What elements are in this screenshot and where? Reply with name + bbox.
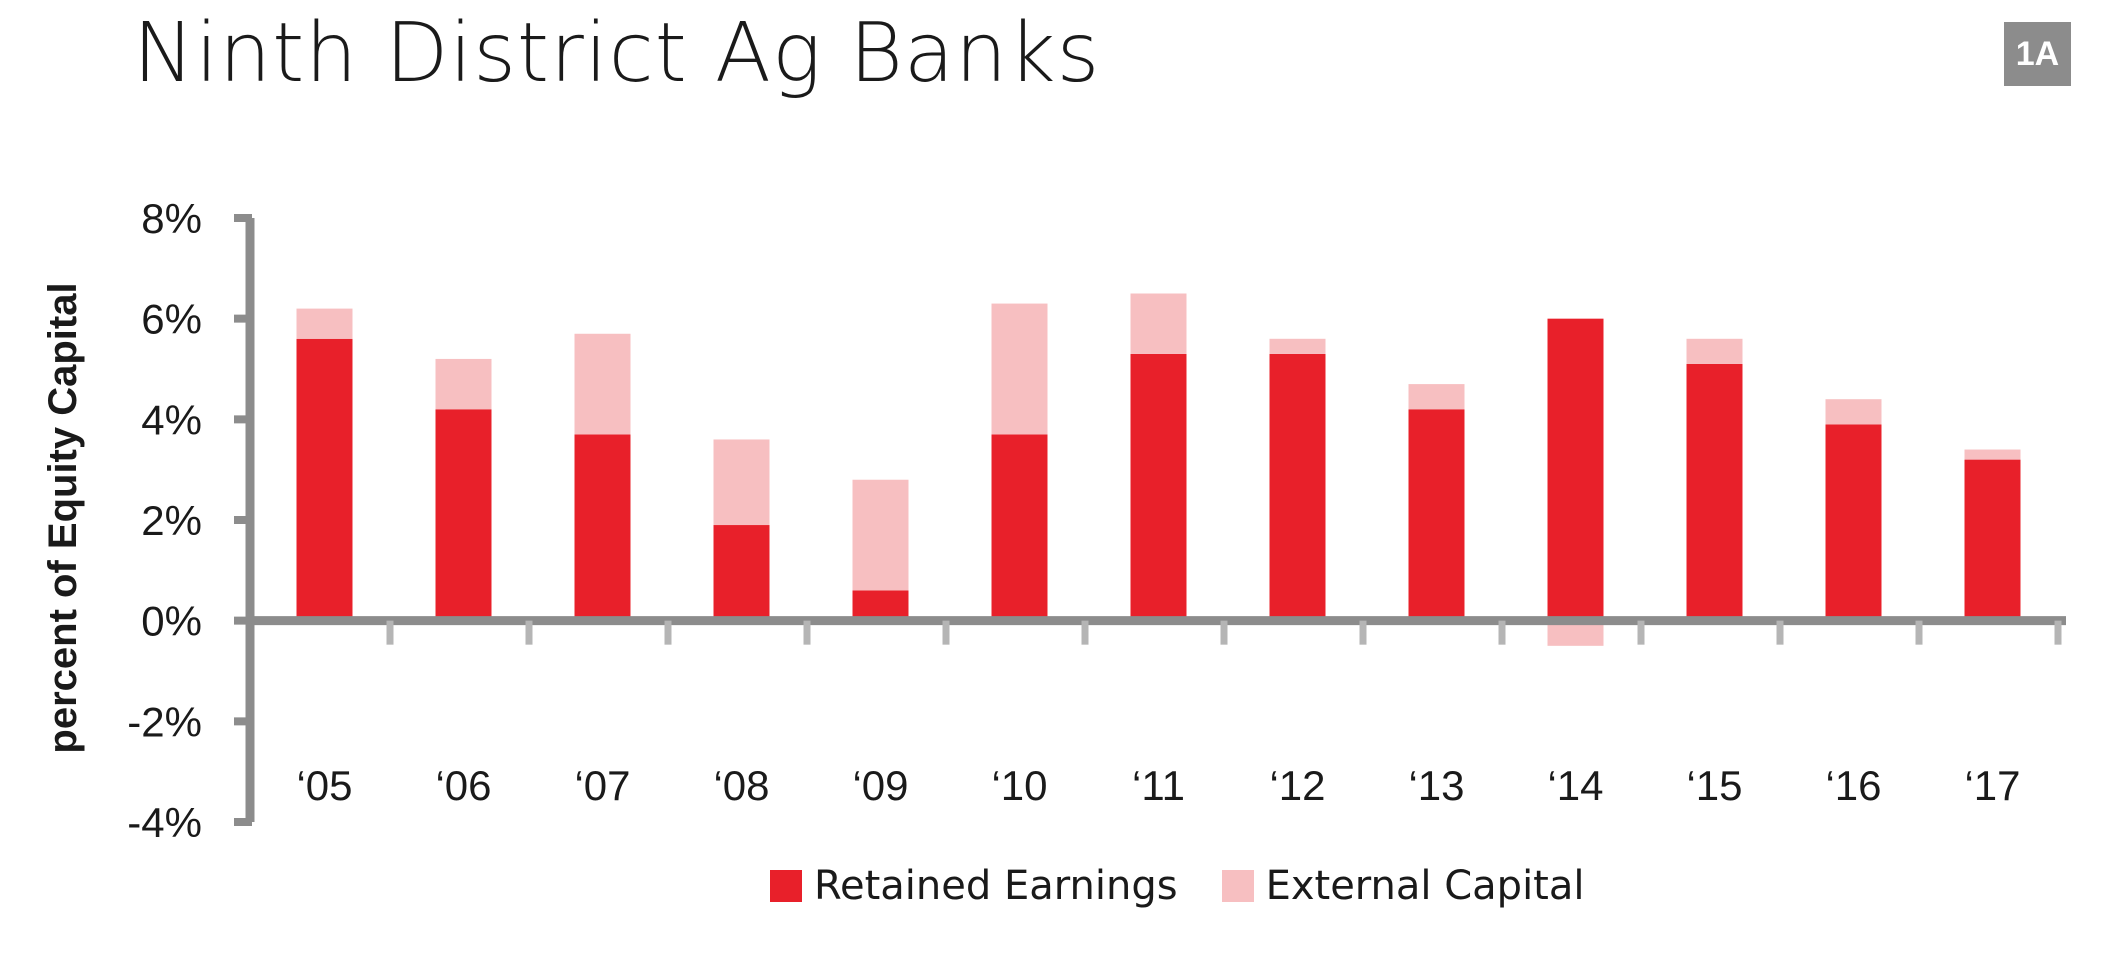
x-tick-label-7: ‘12 [1269,762,1325,809]
x-tick-label-0: ‘05 [296,762,352,809]
y-tick-label-0: 8% [141,195,202,242]
legend: Retained Earnings External Capital [770,863,1629,909]
y-tick-label-1: 6% [141,296,202,343]
x-tick-label-4: ‘09 [852,762,908,809]
legend-item-retained: Retained Earnings [770,863,1178,909]
bar-retained-4 [852,590,909,621]
y-tick-label-5: -2% [127,698,202,745]
x-tick-label-1: ‘06 [435,762,491,809]
bar-retained-5 [991,434,1048,621]
bar-external-1 [435,358,492,410]
bar-external-7 [1269,338,1326,354]
y-tick-label-2: 4% [141,396,202,443]
x-tick-label-6: ‘11 [1132,762,1185,809]
bar-external-0 [296,308,353,339]
bar-retained-9 [1547,318,1604,621]
bar-external-11 [1825,399,1882,425]
x-tick-label-2: ‘07 [574,762,630,809]
x-tick-label-5: ‘10 [991,762,1047,809]
y-tick-label-4: 0% [141,598,202,645]
legend-label-retained: Retained Earnings [814,863,1178,909]
bar-retained-11 [1825,424,1882,621]
bar-retained-1 [435,409,492,621]
bars-group [296,293,2021,646]
bar-retained-12 [1964,459,2021,621]
bar-external-3 [713,439,770,526]
x-tick-label-11: ‘16 [1825,762,1881,809]
bar-external-6 [1130,293,1187,354]
tick-labels-group: ‘05 ‘06 ‘07 ‘08 ‘09 ‘10 ‘11 ‘12 ‘13 ‘14 ‘15 ‘16 ‘17 8… [127,195,2020,846]
x-tick-label-9: ‘14 [1547,762,1603,809]
bar-external-12 [1964,449,2021,460]
legend-swatch-external [1221,870,1254,902]
y-axis-label: percent of Equity Capital [41,282,85,753]
legend-swatch-retained [770,870,802,902]
bar-retained-2 [574,434,631,621]
legend-label-external: External Capital [1265,863,1585,909]
bar-external-2 [574,333,631,435]
x-tick-label-3: ‘08 [713,762,769,809]
bar-retained-7 [1269,353,1326,621]
y-tick-label-6: -4% [127,799,202,846]
bar-external-5 [991,303,1048,435]
bar-retained-0 [296,338,353,621]
bar-retained-6 [1130,353,1187,621]
legend-item-external: External Capital [1221,863,1585,909]
x-tick-label-10: ‘15 [1686,762,1742,809]
figure-badge: 1A [2004,22,2071,86]
x-tick-label-12: ‘17 [1964,762,2020,809]
bar-external-4 [852,479,909,591]
chart-title: Ninth District Ag Banks [133,6,1101,101]
bar-retained-10 [1686,363,1743,621]
axes-group [234,214,2066,826]
y-tick-label-3: 2% [141,497,202,544]
x-tick-label-8: ‘13 [1408,762,1464,809]
bar-external-10 [1686,338,1743,364]
bar-external-8 [1408,384,1465,410]
bar-retained-8 [1408,409,1465,621]
bar-retained-3 [713,525,770,621]
